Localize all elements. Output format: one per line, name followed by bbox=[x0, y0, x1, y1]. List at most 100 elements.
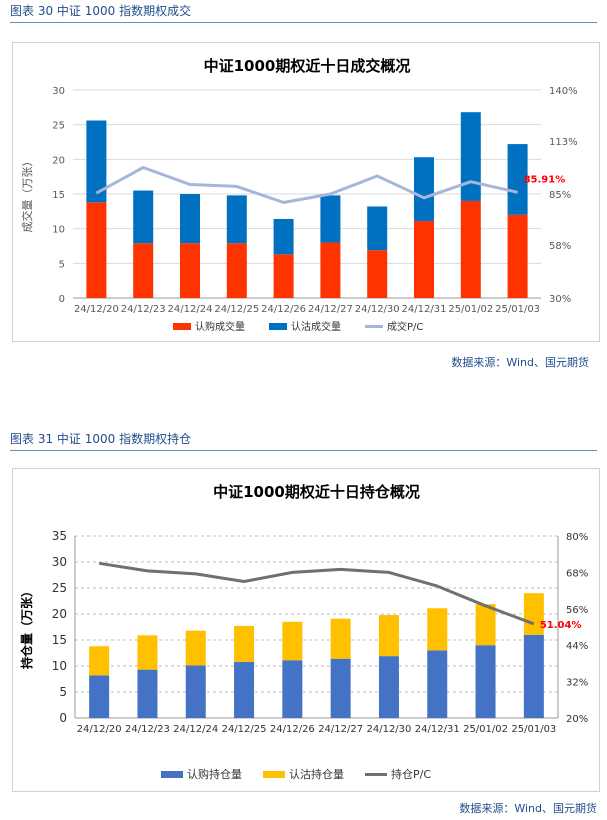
x-tick-label: 25/01/02 bbox=[463, 724, 508, 735]
y2-tick-label: 30% bbox=[549, 294, 571, 305]
bar-认购成交量 bbox=[133, 243, 154, 298]
bar-认购成交量 bbox=[320, 242, 341, 298]
bar-认购持仓量 bbox=[427, 650, 448, 718]
y2-tick-label: 140% bbox=[549, 86, 578, 97]
y-tick-label: 25 bbox=[52, 121, 65, 132]
x-tick-label: 24/12/27 bbox=[318, 724, 363, 735]
pc-annotation: 85.91% bbox=[524, 174, 566, 185]
y-tick-label: 20 bbox=[52, 155, 65, 166]
bar-认沽成交量 bbox=[86, 120, 107, 203]
bar-认购成交量 bbox=[273, 254, 294, 298]
figure30-chart-box: 中证1000期权近十日成交概况 0 5 10 15 20 25 30 30% 58% 85% 113%… bbox=[12, 42, 600, 342]
bar-认购成交量 bbox=[226, 243, 247, 298]
bar-认购持仓量 bbox=[330, 658, 351, 718]
bar-认沽持仓量 bbox=[89, 646, 110, 676]
x-tick-label: 24/12/24 bbox=[173, 724, 218, 735]
y-tick-label: 0 bbox=[59, 294, 65, 305]
bar-认购成交量 bbox=[507, 214, 528, 298]
y2-tick-label: 58% bbox=[549, 241, 571, 252]
x-tick-label: 24/12/31 bbox=[402, 304, 447, 315]
figure31-chart-box: 中证1000期权近十日持仓概况 0 5 10 15 20 25 30 35 20% 32% 44% 56… bbox=[12, 468, 600, 792]
figure30-source: 数据来源：Wind、国元期货 bbox=[451, 356, 589, 369]
x-tick-label: 24/12/30 bbox=[366, 724, 411, 735]
bar-认沽成交量 bbox=[273, 218, 294, 255]
chart-title: 中证1000期权近十日持仓概况 bbox=[213, 483, 420, 501]
y-axis-label: 成交量（万张） bbox=[20, 156, 34, 233]
x-tick-label: 24/12/23 bbox=[125, 724, 170, 735]
x-tick-label: 24/12/27 bbox=[308, 304, 353, 315]
x-tick-label: 24/12/31 bbox=[415, 724, 460, 735]
x-tick-label: 25/01/02 bbox=[448, 304, 493, 315]
y2-tick-label: 113% bbox=[549, 137, 578, 148]
legend-label: 认沽成交量 bbox=[291, 320, 341, 333]
x-tick-label: 25/01/03 bbox=[495, 304, 540, 315]
x-tick-label: 24/12/26 bbox=[261, 304, 306, 315]
bar-认购持仓量 bbox=[185, 665, 206, 718]
figure30-caption-rule bbox=[10, 22, 597, 23]
figure31-chart: 中证1000期权近十日持仓概况 0 5 10 15 20 25 30 35 20% 32% 44% 56… bbox=[19, 483, 588, 781]
figure30-chart: 中证1000期权近十日成交概况 0 5 10 15 20 25 30 30% 58% 85% 113%… bbox=[20, 57, 578, 333]
bar-认沽持仓量 bbox=[523, 593, 544, 635]
chart-title: 中证1000期权近十日成交概况 bbox=[204, 57, 411, 75]
y-tick-label: 15 bbox=[52, 190, 65, 201]
bar-认沽持仓量 bbox=[137, 635, 158, 670]
line-持仓P/C bbox=[98, 561, 535, 626]
bar-认沽成交量 bbox=[320, 195, 341, 243]
bar-认沽成交量 bbox=[507, 144, 528, 215]
y-tick-label: 10 bbox=[52, 659, 67, 673]
y-tick-label: 0 bbox=[59, 711, 67, 725]
y2-tick-label: 20% bbox=[566, 714, 588, 725]
figure30-caption: 图表 30 中证 1000 指数期权成交 bbox=[10, 4, 192, 18]
legend-swatch bbox=[173, 323, 191, 330]
bar-认购持仓量 bbox=[282, 660, 303, 718]
bar-认沽成交量 bbox=[460, 112, 481, 201]
bar-认沽持仓量 bbox=[330, 618, 351, 659]
x-tick-label: 24/12/30 bbox=[355, 304, 400, 315]
legend-label: 成交P/C bbox=[387, 320, 423, 333]
y-tick-label: 35 bbox=[52, 529, 67, 543]
figure31-source: 数据来源：Wind、国元期货 bbox=[459, 802, 597, 815]
legend-swatch bbox=[263, 771, 285, 778]
y2-tick-label: 44% bbox=[566, 641, 588, 652]
y-tick-label: 5 bbox=[59, 259, 65, 270]
x-tick-label: 24/12/20 bbox=[74, 304, 119, 315]
y2-tick-label: 68% bbox=[566, 568, 588, 579]
y-tick-label: 5 bbox=[59, 685, 67, 699]
bar-认购成交量 bbox=[414, 221, 434, 298]
y2-tick-label: 56% bbox=[566, 605, 588, 616]
y-tick-label: 25 bbox=[52, 581, 67, 595]
pc-annotation: 51.04% bbox=[540, 620, 582, 631]
bar-认沽持仓量 bbox=[378, 615, 399, 657]
bar-认购成交量 bbox=[460, 200, 481, 298]
figure31-caption-rule bbox=[10, 450, 597, 451]
line-成交P/C bbox=[95, 166, 518, 204]
legend-label: 认购持仓量 bbox=[187, 767, 242, 781]
legend-label: 认沽持仓量 bbox=[289, 767, 344, 781]
legend-swatch bbox=[269, 323, 287, 330]
bar-认购持仓量 bbox=[137, 669, 158, 718]
y-axis-label: 持仓量（万张） bbox=[19, 585, 34, 669]
y-tick-label: 20 bbox=[52, 607, 67, 621]
bar-认购成交量 bbox=[367, 250, 388, 298]
legend-swatch bbox=[161, 771, 183, 778]
bar-认沽成交量 bbox=[226, 195, 247, 244]
bar-认购持仓量 bbox=[234, 661, 255, 718]
bar-认购成交量 bbox=[180, 243, 200, 298]
bar-认沽持仓量 bbox=[282, 621, 303, 661]
bar-认购持仓量 bbox=[523, 634, 544, 718]
y-tick-label: 30 bbox=[52, 555, 67, 569]
bar-认购成交量 bbox=[86, 202, 107, 298]
y2-tick-label: 32% bbox=[566, 678, 588, 689]
bar-认沽持仓量 bbox=[234, 625, 255, 662]
x-tick-label: 24/12/25 bbox=[222, 724, 267, 735]
y-tick-label: 30 bbox=[52, 86, 65, 97]
figure31-caption: 图表 31 中证 1000 指数期权持仓 bbox=[10, 432, 192, 446]
bar-认沽持仓量 bbox=[475, 604, 496, 646]
bar-认沽成交量 bbox=[414, 157, 434, 222]
x-tick-label: 25/01/03 bbox=[511, 724, 556, 735]
y-tick-label: 10 bbox=[52, 225, 65, 236]
bar-认沽成交量 bbox=[133, 190, 154, 244]
y-tick-label: 15 bbox=[52, 633, 67, 647]
x-tick-label: 24/12/23 bbox=[121, 304, 166, 315]
bar-认沽成交量 bbox=[180, 194, 200, 244]
